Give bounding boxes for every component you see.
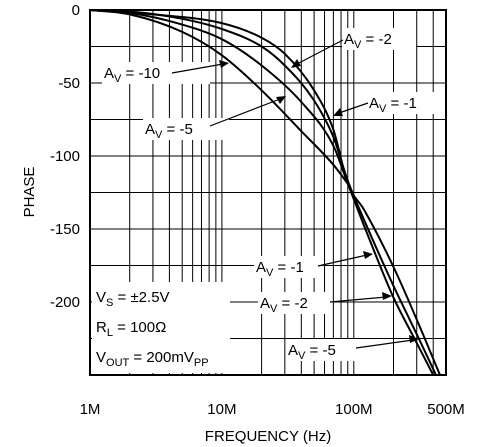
y-axis-title: PHASE bbox=[21, 167, 38, 218]
y-tick-label: -150 bbox=[50, 221, 80, 238]
x-tick-label: 500M bbox=[427, 401, 465, 418]
x-tick-label: 100M bbox=[335, 401, 373, 418]
svg-text:AV = -5: AV = -5 bbox=[145, 121, 193, 141]
svg-text:AV = -1: AV = -1 bbox=[369, 95, 417, 115]
svg-text:AV = -5: AV = -5 bbox=[288, 342, 336, 362]
plot-frame bbox=[89, 9, 447, 376]
annotation-av-m2-bottom: AV = -2 bbox=[258, 292, 392, 315]
x-tick-label: 1M bbox=[80, 401, 101, 418]
y-tick-label: -100 bbox=[50, 148, 80, 165]
x-axis-title: FREQUENCY (Hz) bbox=[205, 428, 331, 445]
y-tick-label: -200 bbox=[50, 294, 80, 311]
annotation-av-m2-top: AV = -2 bbox=[291, 28, 416, 68]
condition-vs: VS = ±2.5V bbox=[96, 289, 170, 309]
svg-text:AV = -1: AV = -1 bbox=[256, 259, 304, 279]
x-tick-label: 10M bbox=[207, 401, 236, 418]
series-line-av_m2 bbox=[89, 9, 437, 376]
y-tick-label: 0 bbox=[72, 2, 80, 19]
annotation-av-m5: AV = -5 bbox=[143, 96, 286, 141]
conditions-box-bg bbox=[92, 282, 230, 373]
condition-rl: RL = 100Ω bbox=[96, 319, 166, 339]
tick-labels: 1M 10M 100M 500M 0 -50 -100 -150 -200 bbox=[50, 2, 465, 418]
annotation-av-m5-bottom: AV = -5 bbox=[286, 335, 419, 362]
annotation-av-m1-top: AV = -1 bbox=[333, 92, 435, 116]
series-line-av_m5 bbox=[89, 9, 435, 376]
series-line-av_m10 bbox=[89, 9, 349, 185]
annotation-av-m10: AV = -10 bbox=[102, 60, 229, 85]
series-line-av_m1 bbox=[89, 9, 441, 376]
svg-text:AV = -2: AV = -2 bbox=[344, 31, 392, 51]
annotation-av-m1-bottom: AV = -1 bbox=[254, 251, 373, 279]
y-tick-label: -50 bbox=[58, 75, 80, 92]
curves bbox=[89, 9, 441, 376]
svg-text:AV = -10: AV = -10 bbox=[104, 65, 160, 85]
svg-text:AV = -2: AV = -2 bbox=[260, 295, 308, 315]
condition-vout: VOUT = 200mVPP bbox=[96, 349, 209, 369]
